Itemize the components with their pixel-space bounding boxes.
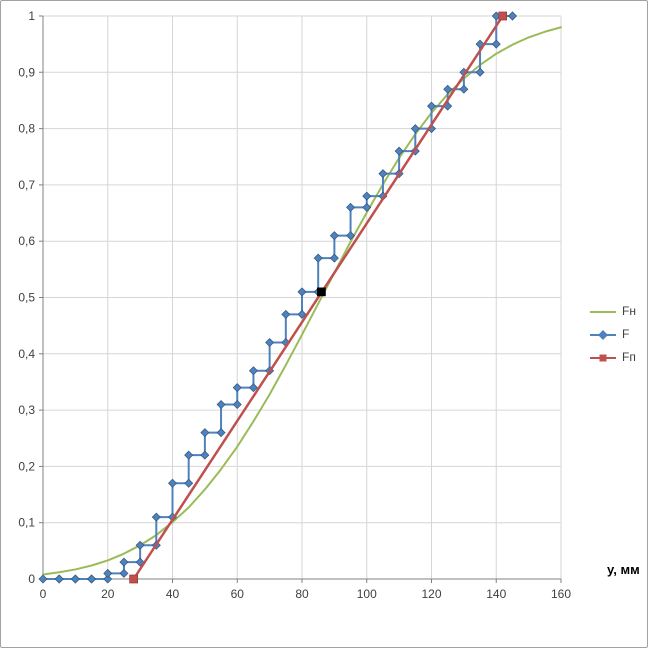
diamond-marker xyxy=(119,568,129,578)
diamond-marker xyxy=(475,39,485,49)
diamond-marker xyxy=(200,450,210,460)
x-tick-label: 100 xyxy=(357,587,377,601)
diamond-marker xyxy=(184,478,194,488)
diamond-marker xyxy=(329,253,339,263)
diamond-marker xyxy=(297,309,307,319)
square-marker xyxy=(129,574,138,584)
diamond-marker xyxy=(507,11,517,21)
legend-item-fn: Fн xyxy=(590,304,636,319)
diamond-marker xyxy=(135,540,145,550)
series-line-Fн xyxy=(42,26,562,576)
x-tick-label: 0 xyxy=(40,587,47,601)
diamond-marker xyxy=(443,84,453,94)
diamond-marker xyxy=(313,253,323,263)
diamond-marker xyxy=(119,557,129,567)
diamond-marker xyxy=(281,309,291,319)
diamond-marker xyxy=(232,399,242,409)
x-tick-label: 120 xyxy=(421,587,441,601)
diamond-marker xyxy=(151,512,161,522)
legend-line-sample-fp xyxy=(590,351,616,364)
square-marker xyxy=(317,287,326,297)
y-tick-label: 1 xyxy=(28,9,35,23)
diamond-marker xyxy=(38,574,48,584)
square-marker xyxy=(498,11,508,21)
diamond-marker xyxy=(184,450,194,460)
chart-legend: Fн F Fп xyxy=(590,304,636,373)
diamond-marker xyxy=(297,287,307,297)
diamond-marker xyxy=(216,428,226,438)
diamond-marker xyxy=(410,124,420,134)
legend-item-fp: Fп xyxy=(590,350,636,365)
x-axis-title: у, мм xyxy=(607,562,640,577)
y-tick-label: 0,2 xyxy=(18,459,35,473)
y-tick-label: 0 xyxy=(28,572,35,586)
y-tick-label: 0,6 xyxy=(18,234,35,248)
diamond-marker xyxy=(427,101,436,111)
diamond-marker xyxy=(362,191,372,201)
series-line-Fп xyxy=(132,14,504,581)
legend-label-fn: Fн xyxy=(622,304,636,318)
y-tick-label: 0,7 xyxy=(18,178,35,192)
diamond-marker xyxy=(87,574,97,584)
diamond-marker xyxy=(168,478,177,488)
y-tick-label: 0,1 xyxy=(18,516,35,530)
diamond-marker xyxy=(475,67,485,77)
x-tick-label: 80 xyxy=(295,587,309,601)
diamond-marker xyxy=(346,231,356,241)
y-tick-label: 0,4 xyxy=(18,347,35,361)
diamond-marker xyxy=(103,568,113,578)
diamond-marker xyxy=(491,39,501,49)
diamond-marker xyxy=(265,338,275,348)
legend-label-f: F xyxy=(622,327,630,341)
diamond-marker xyxy=(378,169,388,179)
diamond-marker xyxy=(103,574,113,584)
diamond-marker xyxy=(216,399,226,409)
x-tick-label: 140 xyxy=(486,587,506,601)
y-tick-label: 0,8 xyxy=(18,122,35,136)
x-tick-label: 20 xyxy=(101,587,115,601)
diamond-marker xyxy=(362,202,372,212)
diamond-marker xyxy=(200,428,210,438)
x-tick-label: 60 xyxy=(231,587,245,601)
legend-line-sample-fn xyxy=(590,305,616,318)
diamond-marker xyxy=(248,383,258,393)
legend-line-sample-f xyxy=(590,328,616,341)
diamond-marker xyxy=(346,202,356,212)
diamond-marker xyxy=(459,84,469,94)
y-tick-label: 0,9 xyxy=(18,65,35,79)
diamond-marker xyxy=(248,366,258,376)
x-tick-label: 40 xyxy=(166,587,180,601)
diamond-marker xyxy=(329,231,339,241)
y-tick-label: 0,5 xyxy=(18,291,35,305)
legend-item-f: F xyxy=(590,327,636,342)
diamond-marker xyxy=(232,383,242,393)
diamond-marker xyxy=(54,574,64,584)
diamond-marker xyxy=(394,146,404,156)
y-tick-label: 0,3 xyxy=(18,403,35,417)
legend-label-fp: Fп xyxy=(622,350,636,364)
x-tick-label: 160 xyxy=(551,587,571,601)
diamond-marker xyxy=(70,574,80,584)
